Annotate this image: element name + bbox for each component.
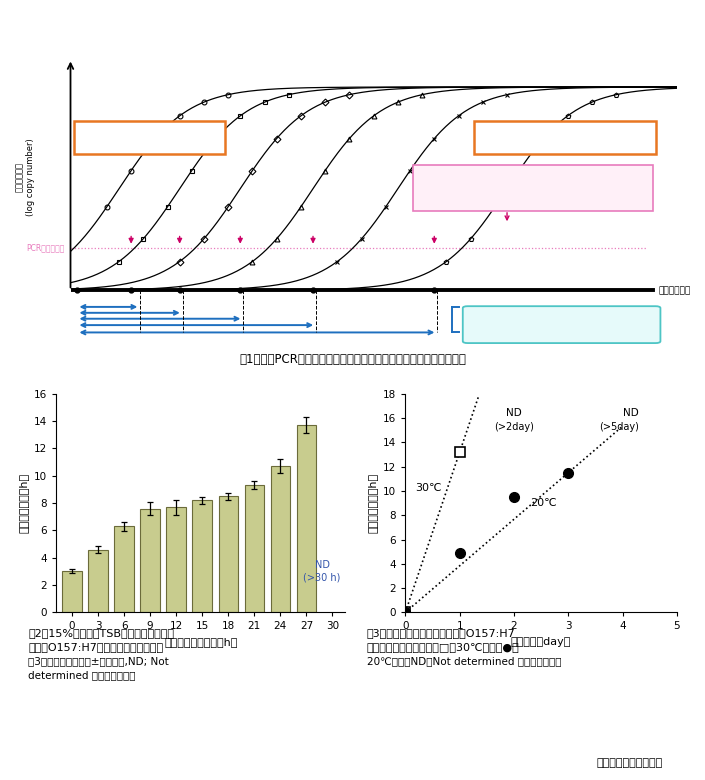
Bar bbox=[166, 507, 186, 612]
Text: ストレス暴露弱: ストレス暴露弱 bbox=[128, 133, 171, 143]
Bar bbox=[297, 425, 316, 612]
Text: の増殖遅延時間の変動（□：30℃保存、●：: の増殖遅延時間の変動（□：30℃保存、●： bbox=[367, 642, 520, 652]
Y-axis label: 増殖遅延時間（h）: 増殖遅延時間（h） bbox=[18, 473, 29, 534]
Text: 標的遥伝子数
(log copy number): 標的遥伝子数 (log copy number) bbox=[16, 138, 35, 216]
Text: 20℃: 20℃ bbox=[530, 498, 557, 508]
Text: 20℃保存、ND；Not determined 回復培養不能）: 20℃保存、ND；Not determined 回復培養不能） bbox=[367, 656, 561, 666]
Text: ストレス暴露強: ストレス暴露強 bbox=[543, 133, 587, 143]
Text: ND
(>30 h): ND (>30 h) bbox=[303, 560, 341, 582]
Bar bbox=[88, 549, 108, 612]
Text: (>2day): (>2day) bbox=[494, 422, 534, 432]
Text: （川崎晴、細谷幸恵）: （川崎晴、細谷幸恵） bbox=[596, 758, 663, 768]
Text: ND: ND bbox=[506, 408, 522, 418]
Text: 図3　味噌中に混入させた大腸菌O157:H7: 図3 味噌中に混入させた大腸菌O157:H7 bbox=[367, 628, 515, 638]
Text: 30℃: 30℃ bbox=[415, 483, 441, 493]
Bar bbox=[62, 571, 82, 612]
Text: (>5day): (>5day) bbox=[599, 422, 639, 432]
Text: 検出までに必要な時間を
リアルタイムPCRで測定: 検出までに必要な時間を リアルタイムPCRで測定 bbox=[499, 177, 565, 199]
Text: ND: ND bbox=[623, 408, 639, 418]
Text: 回復培養時間: 回復培養時間 bbox=[658, 285, 691, 295]
Bar bbox=[140, 509, 160, 612]
Bar bbox=[271, 466, 290, 612]
Text: 図1　定量PCRを用いた増殖遅延観察による損傷菌評価法（概念図）: 図1 定量PCRを用いた増殖遅延観察による損傷菌評価法（概念図） bbox=[239, 353, 466, 366]
Text: 増殖遅延時間: 増殖遅延時間 bbox=[541, 318, 582, 331]
Text: 図2、15%食塩濃度TSB培地に混入させた: 図2、15%食塩濃度TSB培地に混入させた bbox=[28, 628, 174, 638]
Bar bbox=[245, 485, 264, 612]
Text: determined 回復培養不能）: determined 回復培養不能） bbox=[28, 670, 135, 680]
Bar bbox=[192, 501, 212, 612]
FancyBboxPatch shape bbox=[73, 121, 225, 154]
FancyBboxPatch shape bbox=[462, 307, 661, 343]
Y-axis label: 増殖遅延時間（h）: 増殖遅延時間（h） bbox=[367, 473, 378, 534]
Text: PCRの検出閾値: PCRの検出閾値 bbox=[26, 243, 64, 252]
Bar bbox=[219, 496, 238, 612]
FancyBboxPatch shape bbox=[413, 165, 653, 211]
X-axis label: ストレス暴露時間（h）: ストレス暴露時間（h） bbox=[164, 637, 238, 647]
X-axis label: 保存期間（day）: 保存期間（day） bbox=[511, 637, 571, 647]
Bar bbox=[114, 526, 134, 612]
Text: （3反復試験の平均値±標準偏差,ND; Not: （3反復試験の平均値±標準偏差,ND; Not bbox=[28, 656, 169, 666]
Text: 大腸菌O157:H7の増殖遅延時間の変動: 大腸菌O157:H7の増殖遅延時間の変動 bbox=[28, 642, 164, 652]
FancyBboxPatch shape bbox=[474, 121, 656, 154]
